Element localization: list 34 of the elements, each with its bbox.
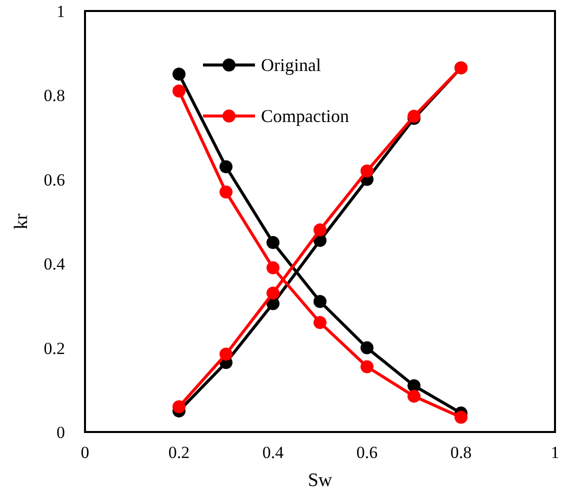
y-tick-label: 1 (56, 2, 65, 21)
point (408, 379, 420, 392)
x-tick-label: 1 (550, 443, 560, 462)
x-tick-label: 0 (80, 443, 90, 462)
x-tick-label: 0.6 (356, 443, 378, 462)
x-axis-title: Sw (308, 470, 332, 491)
y-tick-label: 0.8 (44, 86, 65, 106)
point (360, 341, 374, 354)
y-tick-label: 0.6 (44, 170, 65, 190)
point (172, 400, 186, 414)
y-tick-label: 0 (56, 423, 65, 442)
point (454, 410, 468, 424)
legend-label: Original (261, 55, 321, 75)
point (314, 223, 326, 236)
x-tick-label: 0.8 (450, 443, 472, 462)
point (408, 390, 420, 403)
point (314, 294, 326, 308)
point (172, 84, 186, 98)
point (360, 164, 374, 178)
y-axis-title: kr (11, 212, 32, 230)
x-tick-label: 0.4 (262, 443, 284, 462)
x-tick-label: 0.2 (168, 443, 190, 462)
point (220, 160, 232, 174)
point (360, 360, 374, 374)
point (266, 286, 280, 300)
legend-label: Compaction (261, 106, 349, 126)
point (266, 261, 280, 274)
point (220, 186, 232, 199)
point (220, 348, 232, 361)
point (314, 316, 326, 330)
y-tick-label: 0.2 (44, 338, 65, 358)
point (266, 236, 280, 250)
point (172, 68, 186, 81)
y-tick-label: 0.4 (44, 254, 66, 274)
